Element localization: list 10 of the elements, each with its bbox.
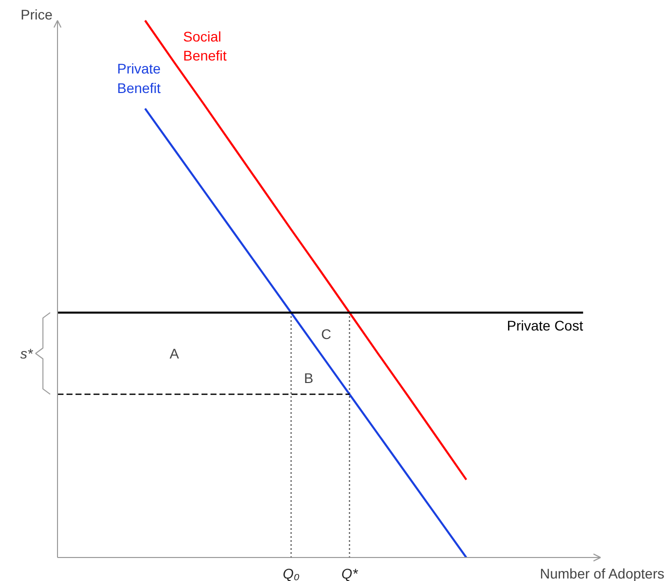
x-tick-label: Q* bbox=[341, 566, 358, 581]
annotation: C bbox=[321, 326, 332, 342]
series-label: Private Cost bbox=[506, 318, 584, 334]
y-axis-title: Price bbox=[20, 6, 53, 22]
x-tick-label: Q₀ bbox=[282, 566, 300, 581]
series-label: Private Benefit bbox=[117, 60, 161, 96]
annotation: A bbox=[170, 345, 180, 362]
annotation: B bbox=[304, 370, 314, 386]
text: s* bbox=[20, 345, 34, 362]
series-label: Social Benefit bbox=[183, 28, 227, 64]
